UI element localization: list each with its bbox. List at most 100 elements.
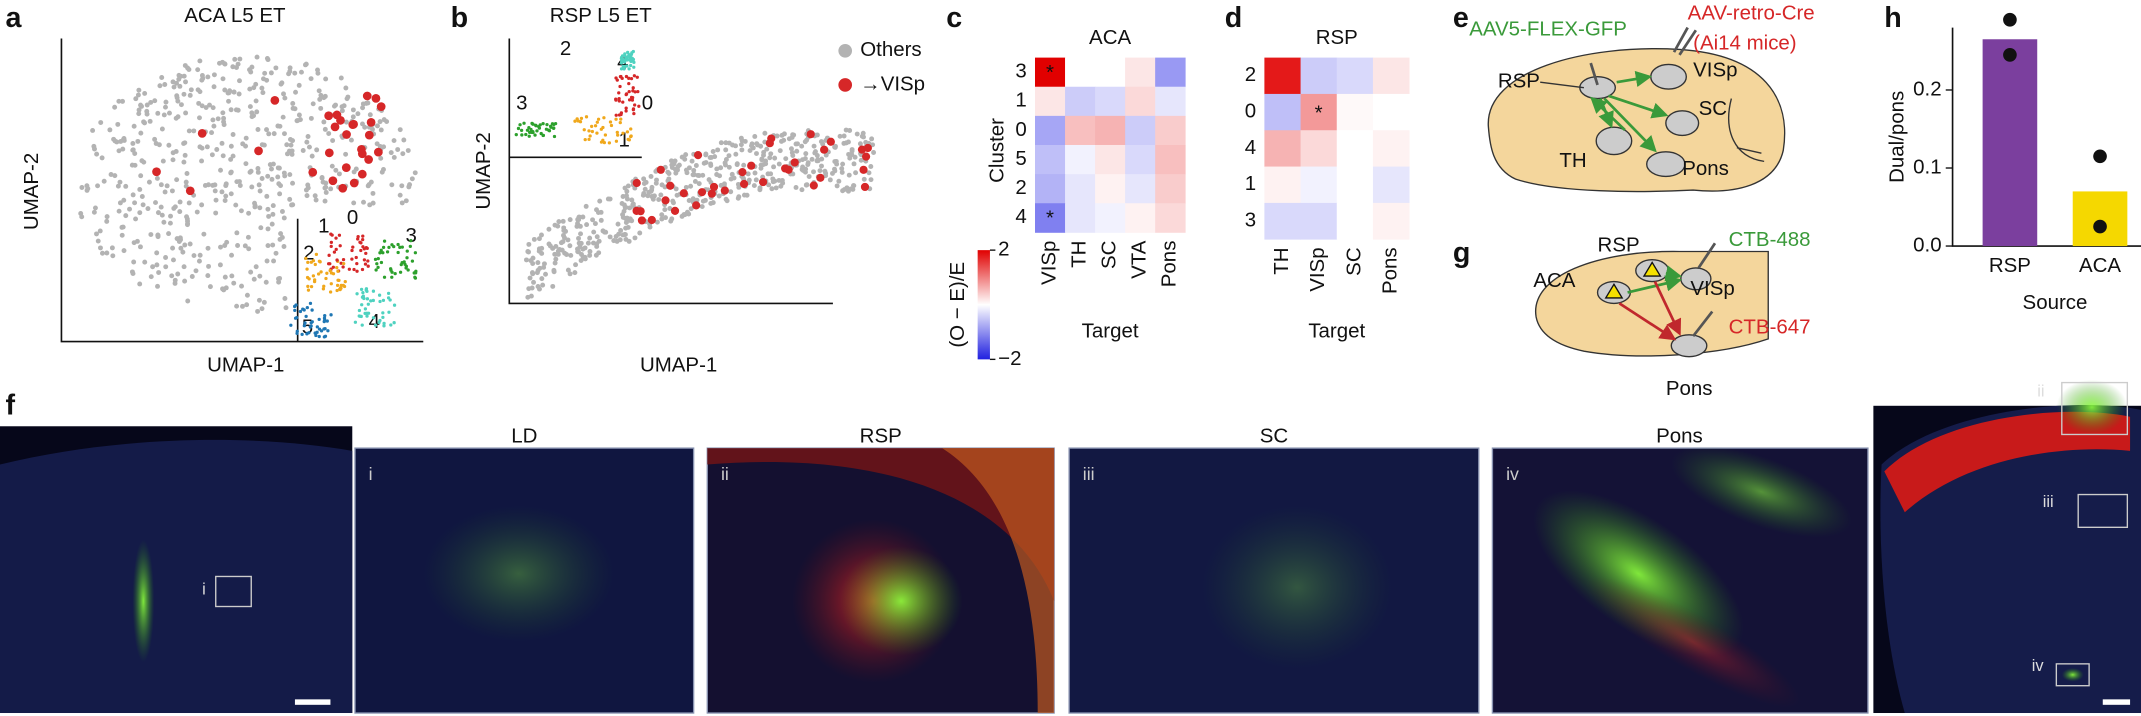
inset-dot <box>614 117 618 121</box>
cell-dot <box>834 183 840 189</box>
cell-dot <box>744 192 750 198</box>
inset-dot <box>358 240 362 244</box>
cell-dot <box>759 177 768 187</box>
signal <box>423 505 615 643</box>
inset-dot <box>593 124 598 128</box>
cell-dot <box>229 252 235 258</box>
cell-dot <box>846 172 852 178</box>
inset-dot <box>369 299 373 303</box>
cell-dot <box>278 183 283 189</box>
cell-dot <box>587 252 593 258</box>
inset-dot <box>621 100 625 104</box>
cell-dot <box>723 140 729 146</box>
significance: * <box>1046 61 1054 84</box>
inset-dot <box>602 140 607 145</box>
cell-dot <box>615 221 621 227</box>
inset-dot <box>382 321 386 326</box>
cell-dot <box>768 151 774 157</box>
panel-letter: c <box>946 2 962 34</box>
cell-dot <box>269 166 274 172</box>
cell-dot <box>134 238 140 244</box>
inset-dot <box>308 325 313 329</box>
significance: * <box>1315 101 1323 124</box>
cell-dot <box>281 91 286 97</box>
inset-dot <box>300 332 304 337</box>
cell-dot <box>262 70 268 76</box>
cell-dot <box>217 262 223 268</box>
col-label: SC <box>1342 247 1365 275</box>
cell-dot <box>209 130 215 136</box>
cell-dot <box>233 202 239 208</box>
cell-dot <box>531 236 537 242</box>
cell <box>1336 166 1374 204</box>
cell-dot <box>138 173 144 179</box>
cell-dot <box>739 147 745 153</box>
cell-dot <box>703 151 709 157</box>
inset-dot <box>347 267 351 271</box>
cell-dot <box>629 197 635 203</box>
cell-dot <box>377 119 383 125</box>
inset-dot <box>329 240 333 245</box>
cell-dot <box>710 200 716 206</box>
inset-dot <box>358 314 362 318</box>
inset-dot <box>596 117 601 121</box>
cell-dot <box>853 170 859 176</box>
cell-dot <box>630 202 636 208</box>
cell-dot <box>560 239 566 245</box>
panel-letter: d <box>1225 2 1243 34</box>
cell-dot <box>257 273 263 279</box>
legend-label: →VISp <box>860 72 925 95</box>
cell-dot <box>264 127 269 133</box>
inset-dot <box>633 103 637 107</box>
cell-dot <box>546 226 552 232</box>
cell-dot <box>292 70 298 76</box>
cell-dot <box>848 186 854 192</box>
cell-dot <box>691 172 697 178</box>
inset-dot <box>602 116 606 120</box>
inset-dot <box>636 89 640 94</box>
cell-dot <box>700 198 706 204</box>
inset-dot <box>527 134 531 138</box>
inset-dot <box>378 251 382 255</box>
cell-dot <box>809 181 818 190</box>
cell-dot <box>362 91 372 101</box>
cell-dot <box>370 200 376 206</box>
cell-dot <box>343 119 349 125</box>
cell-dot <box>321 119 327 125</box>
cell-dot <box>220 59 225 65</box>
inset-dot <box>354 255 358 260</box>
cell-dot <box>213 210 219 216</box>
cell-dot <box>389 182 395 188</box>
inset-dot <box>413 275 417 279</box>
cell-dot <box>663 215 668 221</box>
inset-dot <box>387 310 391 314</box>
cell-dot <box>565 237 571 243</box>
cell-dot <box>182 278 188 284</box>
cell-dot <box>159 126 165 132</box>
inset-dot <box>595 131 599 135</box>
title: ACA L5 ET <box>184 4 286 27</box>
cell-dot <box>647 215 656 225</box>
cell-dot <box>684 170 690 176</box>
cell-dot <box>318 92 324 98</box>
cell-dot <box>539 276 545 282</box>
inset-dot <box>304 314 308 319</box>
cell-dot <box>627 216 633 222</box>
inset-dot <box>623 52 627 56</box>
cell-dot <box>152 167 161 177</box>
cell <box>1300 93 1338 131</box>
cell-dot <box>627 205 633 211</box>
inset-dot <box>355 292 359 296</box>
inset-dot <box>405 249 409 253</box>
inset-dot <box>323 326 327 331</box>
cell-dot <box>736 184 742 190</box>
inset-dot <box>337 233 342 237</box>
cell-dot <box>213 197 219 203</box>
cell-dot <box>871 150 877 155</box>
cell <box>1034 174 1066 204</box>
cell-dot <box>178 245 184 251</box>
cell-dot <box>869 136 875 142</box>
cell-dot <box>135 92 141 98</box>
cell-dot <box>840 161 846 167</box>
point <box>2093 219 2107 234</box>
